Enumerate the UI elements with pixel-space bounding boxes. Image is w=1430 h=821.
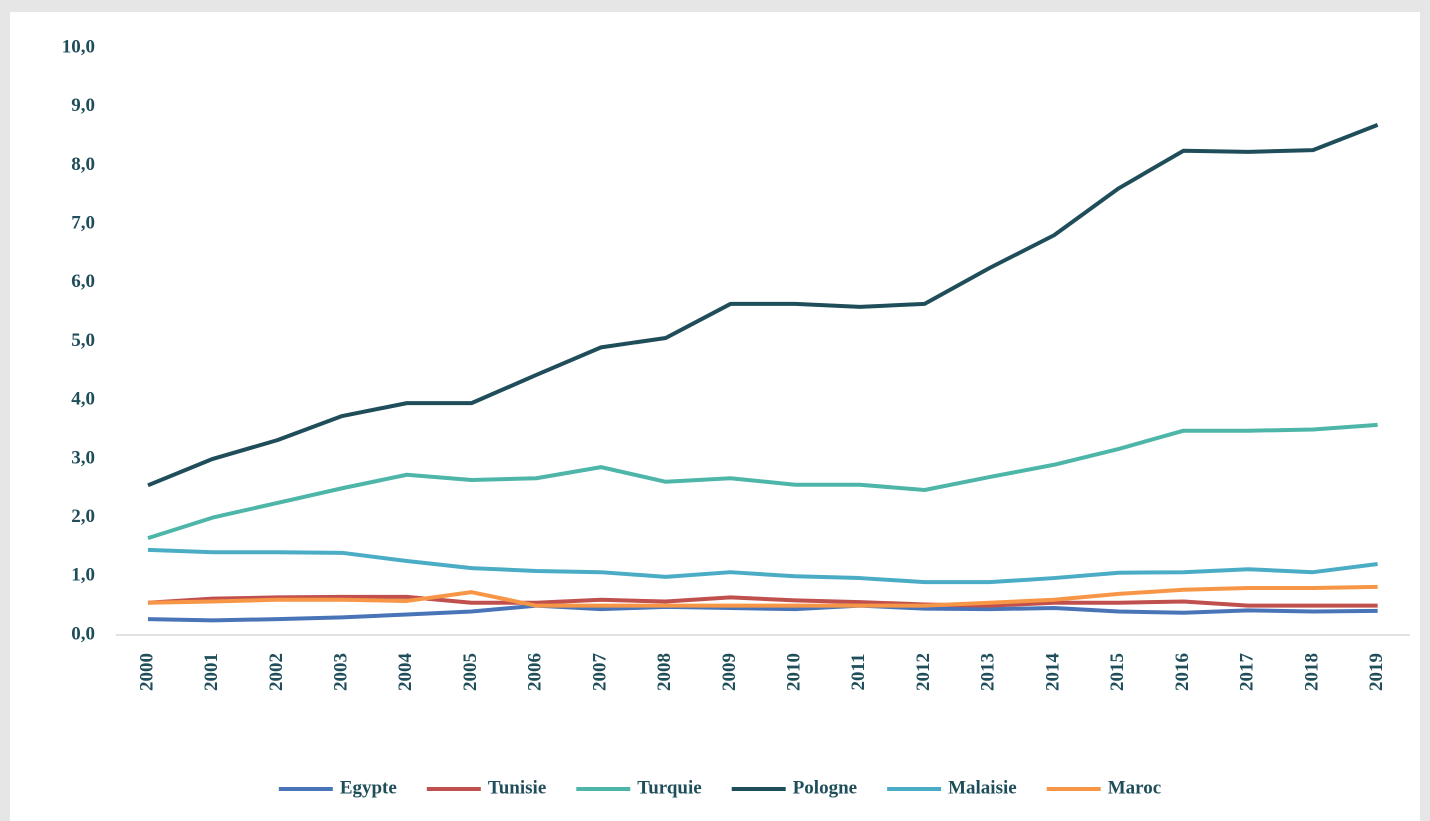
x-tick-label: 2009 <box>719 653 740 691</box>
series-line <box>147 422 1378 541</box>
y-tick-label: 5,0 <box>71 330 95 351</box>
x-tick-label: 2016 <box>1172 653 1193 691</box>
y-tick-label: 0,0 <box>71 623 95 644</box>
legend-label: Pologne <box>793 777 857 798</box>
y-tick-label: 7,0 <box>71 212 95 233</box>
x-tick-label: 2002 <box>266 653 287 691</box>
x-tick-label: 2008 <box>654 653 675 691</box>
x-tick-label: 2014 <box>1042 653 1063 692</box>
x-tick-label: 2010 <box>784 653 805 691</box>
y-tick-label: 8,0 <box>71 154 95 175</box>
x-tick-label: 2003 <box>330 653 351 691</box>
x-tick-label: 2011 <box>848 654 869 691</box>
legend-label: Tunisie <box>488 777 546 798</box>
x-tick-label: 2000 <box>136 653 157 691</box>
x-tick-label: 2006 <box>525 653 546 691</box>
y-tick-label: 10,0 <box>62 36 95 57</box>
series-line <box>147 603 1378 623</box>
x-tick-label: 2019 <box>1366 653 1387 691</box>
x-tick-label: 2001 <box>201 653 222 691</box>
series-line <box>147 547 1378 585</box>
x-tick-label: 2013 <box>978 653 999 691</box>
x-tick-label: 2005 <box>460 653 481 691</box>
x-tick-label: 2012 <box>913 653 934 691</box>
legend-label: Turquie <box>637 777 701 798</box>
y-tick-label: 3,0 <box>71 447 95 468</box>
x-tick-label: 2007 <box>589 653 610 692</box>
series-line <box>147 594 1378 608</box>
y-tick-label: 1,0 <box>71 565 95 586</box>
x-tick-label: 2017 <box>1237 653 1258 692</box>
series-line <box>147 584 1378 608</box>
legend-label: Malaisie <box>948 777 1017 798</box>
y-tick-label: 2,0 <box>71 506 95 527</box>
y-tick-label: 4,0 <box>71 389 95 410</box>
series-line <box>147 123 1379 488</box>
legend-label: Maroc <box>1108 777 1161 798</box>
legend-label: Egypte <box>340 777 397 798</box>
y-tick-label: 9,0 <box>71 95 95 116</box>
x-tick-label: 2018 <box>1301 653 1322 691</box>
chart-background <box>10 12 1420 821</box>
y-tick-label: 6,0 <box>71 271 95 292</box>
x-tick-label: 2004 <box>395 653 416 692</box>
x-tick-label: 2015 <box>1107 653 1128 691</box>
